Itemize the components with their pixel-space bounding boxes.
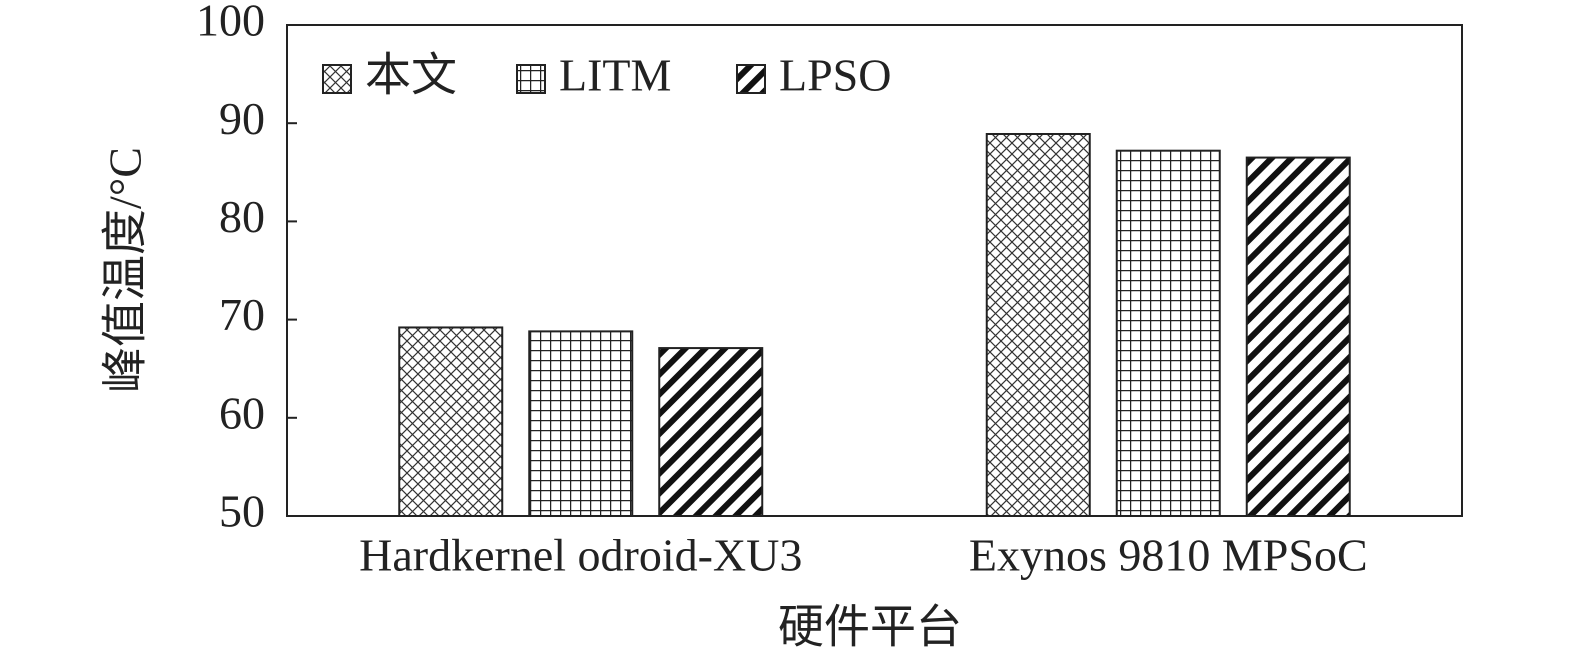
y-tick-label: 50: [219, 486, 265, 537]
x-axis-title: 硬件平台: [778, 602, 962, 653]
legend-swatch: [516, 64, 546, 94]
legend-label: LPSO: [779, 50, 891, 101]
y-tick-label: 90: [219, 93, 265, 144]
legend-label: 本文: [365, 50, 457, 101]
y-tick-label: 100: [196, 0, 265, 46]
bar: [985, 133, 1091, 517]
bar: [1115, 149, 1221, 517]
y-axis-title: 峰值温度/°C: [100, 147, 151, 393]
y-tick-label: 80: [219, 191, 265, 242]
bar: [1245, 156, 1351, 517]
bar: [528, 330, 634, 517]
x-tick-label: Exynos 9810 MPSoC: [969, 530, 1368, 581]
bar: [658, 347, 764, 517]
legend-swatch: [322, 64, 352, 94]
bar: [398, 326, 504, 517]
y-tick-label: 60: [219, 387, 265, 438]
y-tick-label: 70: [219, 289, 265, 340]
legend-label: LITM: [559, 50, 671, 101]
legend-swatch: [736, 64, 766, 94]
plot-frame: [286, 24, 1463, 517]
x-tick-label: Hardkernel odroid-XU3: [359, 530, 802, 581]
